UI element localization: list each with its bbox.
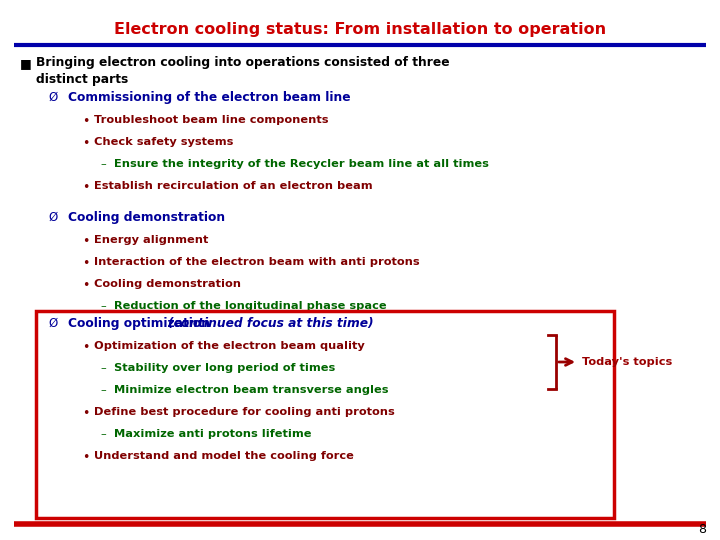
Text: •: • bbox=[82, 235, 89, 248]
Text: –: – bbox=[100, 301, 106, 311]
Text: •: • bbox=[82, 181, 89, 194]
Text: Today's topics: Today's topics bbox=[582, 357, 672, 367]
Text: Cooling demonstration: Cooling demonstration bbox=[94, 279, 241, 289]
Text: Define best procedure for cooling anti protons: Define best procedure for cooling anti p… bbox=[94, 407, 395, 417]
Text: Reduction of the longitudinal phase space: Reduction of the longitudinal phase spac… bbox=[114, 301, 387, 311]
Text: •: • bbox=[82, 341, 89, 354]
Text: •: • bbox=[82, 279, 89, 292]
Text: Cooling demonstration: Cooling demonstration bbox=[68, 211, 225, 224]
Text: Troubleshoot beam line components: Troubleshoot beam line components bbox=[94, 115, 328, 125]
Text: Ø: Ø bbox=[48, 317, 58, 330]
Text: •: • bbox=[82, 115, 89, 128]
Text: –: – bbox=[100, 159, 106, 169]
Text: Electron cooling status: From installation to operation: Electron cooling status: From installati… bbox=[114, 22, 606, 37]
Text: Ensure the integrity of the Recycler beam line at all times: Ensure the integrity of the Recycler bea… bbox=[114, 159, 489, 169]
Text: –: – bbox=[100, 363, 106, 373]
Text: Check safety systems: Check safety systems bbox=[94, 137, 233, 147]
Text: Stability over long period of times: Stability over long period of times bbox=[114, 363, 336, 373]
Text: 8: 8 bbox=[698, 523, 706, 536]
Text: Ø: Ø bbox=[48, 91, 58, 104]
Text: •: • bbox=[82, 451, 89, 464]
Text: Maximize anti protons lifetime: Maximize anti protons lifetime bbox=[114, 429, 312, 439]
Text: Optimization of the electron beam quality: Optimization of the electron beam qualit… bbox=[94, 341, 365, 351]
Text: Commissioning of the electron beam line: Commissioning of the electron beam line bbox=[68, 91, 351, 104]
Text: ■: ■ bbox=[20, 57, 32, 70]
Text: Energy alignment: Energy alignment bbox=[94, 235, 208, 245]
Text: •: • bbox=[82, 407, 89, 420]
Text: Understand and model the cooling force: Understand and model the cooling force bbox=[94, 451, 354, 461]
Text: Establish recirculation of an electron beam: Establish recirculation of an electron b… bbox=[94, 181, 373, 191]
Text: •: • bbox=[82, 257, 89, 270]
Text: Ø: Ø bbox=[48, 211, 58, 224]
Text: (continued focus at this time): (continued focus at this time) bbox=[168, 317, 374, 330]
Text: –: – bbox=[100, 429, 106, 439]
Text: Cooling optimization: Cooling optimization bbox=[68, 317, 215, 330]
Text: Minimize electron beam transverse angles: Minimize electron beam transverse angles bbox=[114, 385, 389, 395]
Text: •: • bbox=[82, 137, 89, 150]
Text: Bringing electron cooling into operations consisted of three
distinct parts: Bringing electron cooling into operation… bbox=[36, 56, 449, 86]
Text: Interaction of the electron beam with anti protons: Interaction of the electron beam with an… bbox=[94, 257, 420, 267]
Text: –: – bbox=[100, 385, 106, 395]
